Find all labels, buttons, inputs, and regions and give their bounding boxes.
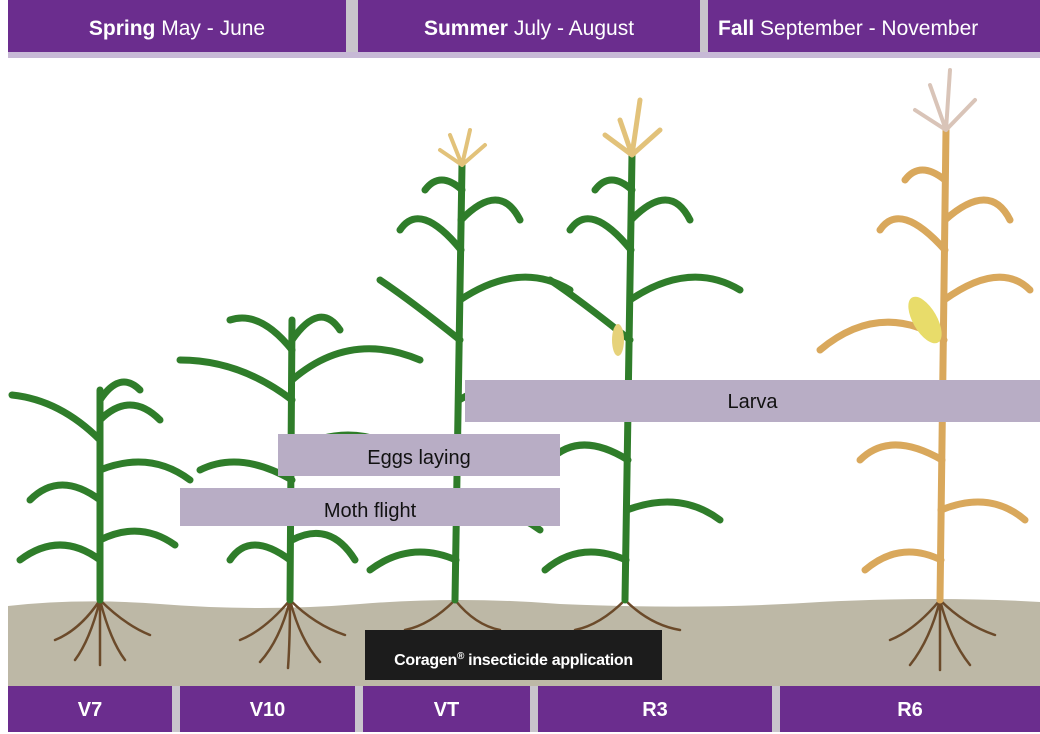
stage-label: V7 — [8, 686, 172, 732]
season-header: Fall September - November — [708, 0, 1040, 52]
season-header: Summer July - August — [358, 0, 700, 52]
stage-label: V10 — [180, 686, 355, 732]
corn-plant-v7 — [12, 382, 190, 600]
phase-bar: Moth flight — [180, 488, 560, 526]
separator — [346, 0, 358, 58]
illustration — [0, 0, 1040, 732]
separator — [355, 686, 363, 732]
corn-plant-r6 — [820, 70, 1035, 600]
stage-label: VT — [363, 686, 530, 732]
phase-bar: Larva — [465, 380, 1040, 422]
separator — [172, 686, 180, 732]
header-underline — [8, 52, 1040, 58]
stage-label: R3 — [538, 686, 772, 732]
stage-label: R6 — [780, 686, 1040, 732]
application-label: Coragen® insecticide application — [365, 630, 662, 680]
corn-plant-vt — [360, 130, 570, 600]
corn-plant-r3 — [545, 100, 740, 600]
separator — [530, 686, 538, 732]
page: Spring May - June Summer July - August F… — [0, 0, 1040, 732]
phase-bar: Eggs laying — [278, 434, 560, 476]
separator — [700, 0, 708, 58]
separator — [772, 686, 780, 732]
season-header: Spring May - June — [8, 0, 346, 52]
